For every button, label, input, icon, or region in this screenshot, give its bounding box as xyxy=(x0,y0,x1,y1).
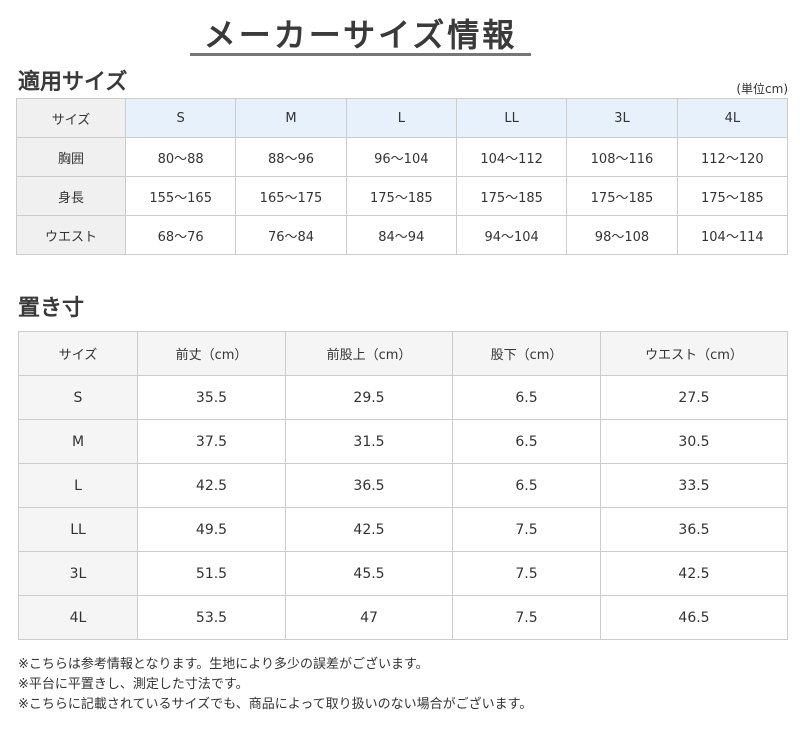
table-cell: 36.5 xyxy=(600,507,788,552)
table-cell: 175〜185 xyxy=(455,176,568,216)
column-header: LL xyxy=(455,98,568,138)
table-cell: 108〜116 xyxy=(566,137,678,177)
section-heading-fit-size: 適用サイズ xyxy=(18,70,128,95)
table-cell: 30.5 xyxy=(600,419,788,464)
note: ※こちらに記載されているサイズでも、商品によって取り扱いのない場合がございます。 xyxy=(18,697,533,712)
row-header: ウエスト xyxy=(16,215,126,255)
table-cell: 47 xyxy=(285,595,453,640)
header-row: サイズ S M L LL 3L 4L xyxy=(16,98,789,138)
table-cell: 104〜112 xyxy=(455,137,568,177)
row-header: L xyxy=(18,463,138,508)
table-row: M 37.5 31.5 6.5 30.5 xyxy=(18,419,788,464)
table-cell: 27.5 xyxy=(600,375,788,420)
table-cell: 165〜175 xyxy=(235,176,347,216)
row-header: 身長 xyxy=(16,176,126,216)
column-header: 4L xyxy=(676,98,789,138)
table-cell: 6.5 xyxy=(452,375,601,420)
page-title: メーカーサイズ情報 xyxy=(203,16,518,54)
table-cell: 7.5 xyxy=(452,551,601,596)
column-header: M xyxy=(235,98,347,138)
table-cell: 42.5 xyxy=(285,507,453,552)
column-header: S xyxy=(124,98,237,138)
table-cell: 29.5 xyxy=(285,375,453,420)
table-cell: 7.5 xyxy=(452,595,601,640)
table-cell: 49.5 xyxy=(137,507,286,552)
table-cell: 112〜120 xyxy=(676,137,789,177)
row-header: LL xyxy=(18,507,138,552)
table-cell: 7.5 xyxy=(452,507,601,552)
table-cell: 155〜165 xyxy=(124,176,237,216)
header-row: サイズ 前丈（cm） 前股上（cm） 股下（cm） ウエスト（cm） xyxy=(18,331,788,376)
table-row: 3L 51.5 45.5 7.5 42.5 xyxy=(18,551,788,596)
table-cell: 6.5 xyxy=(452,463,601,508)
table-cell: 36.5 xyxy=(285,463,453,508)
column-header: サイズ xyxy=(16,98,126,138)
table-cell: 35.5 xyxy=(137,375,286,420)
row-header: M xyxy=(18,419,138,464)
table-row: L 42.5 36.5 6.5 33.5 xyxy=(18,463,788,508)
table-cell: 98〜108 xyxy=(566,215,678,255)
table-cell: 46.5 xyxy=(600,595,788,640)
column-header: サイズ xyxy=(18,331,138,376)
table-row: 4L 53.5 47 7.5 46.5 xyxy=(18,595,788,640)
column-header: 股下（cm） xyxy=(452,331,601,376)
table-cell: 76〜84 xyxy=(235,215,347,255)
table-cell: 96〜104 xyxy=(345,137,457,177)
note: ※平台に平置きし、測定した寸法です。 xyxy=(18,677,249,692)
table-cell: 94〜104 xyxy=(455,215,568,255)
table-row: 胸囲 80〜88 88〜96 96〜104 104〜112 108〜116 112〜120 xyxy=(16,137,789,177)
table-cell: 33.5 xyxy=(600,463,788,508)
column-header: 前股上（cm） xyxy=(285,331,453,376)
row-header: 4L xyxy=(18,595,138,640)
column-header: L xyxy=(345,98,457,138)
table-cell: 37.5 xyxy=(137,419,286,464)
table-row: ウエスト 68〜76 76〜84 84〜94 94〜104 98〜108 104〜114 xyxy=(16,215,789,255)
table-cell: 42.5 xyxy=(137,463,286,508)
table-row: S 35.5 29.5 6.5 27.5 xyxy=(18,375,788,420)
section-heading-measurements: 置き寸 xyxy=(18,296,85,321)
table-cell: 6.5 xyxy=(452,419,601,464)
table-cell: 68〜76 xyxy=(124,215,237,255)
table-cell: 104〜114 xyxy=(676,215,789,255)
table-cell: 51.5 xyxy=(137,551,286,596)
table-cell: 175〜185 xyxy=(676,176,789,216)
measurement-table: サイズ 前丈（cm） 前股上（cm） 股下（cm） ウエスト（cm） S 35.5 29.5 6… xyxy=(18,331,788,640)
table-cell: 53.5 xyxy=(137,595,286,640)
unit-label: (単位cm) xyxy=(736,82,788,96)
row-header: 胸囲 xyxy=(16,137,126,177)
title-underline xyxy=(190,53,531,56)
table-cell: 84〜94 xyxy=(345,215,457,255)
table-row: LL 49.5 42.5 7.5 36.5 xyxy=(18,507,788,552)
row-header: 3L xyxy=(18,551,138,596)
note: ※こちらは参考情報となります。生地により多少の誤差がございます。 xyxy=(18,657,429,672)
row-header: S xyxy=(18,375,138,420)
fit-size-table: サイズ S M L LL 3L 4L 胸囲 80〜88 88〜96 96〜104 104〜112 108… xyxy=(16,98,789,255)
table-cell: 175〜185 xyxy=(345,176,457,216)
column-header: 前丈（cm） xyxy=(137,331,286,376)
table-cell: 175〜185 xyxy=(566,176,678,216)
notes: ※こちらは参考情報となります。生地により多少の誤差がございます。 ※平台に平置き… xyxy=(18,655,532,715)
column-header: ウエスト（cm） xyxy=(600,331,788,376)
table-row: 身長 155〜165 165〜175 175〜185 175〜185 175〜185 175… xyxy=(16,176,789,216)
table-cell: 42.5 xyxy=(600,551,788,596)
table-cell: 31.5 xyxy=(285,419,453,464)
table-cell: 80〜88 xyxy=(124,137,237,177)
column-header: 3L xyxy=(566,98,678,138)
table-cell: 45.5 xyxy=(285,551,453,596)
table-cell: 88〜96 xyxy=(235,137,347,177)
